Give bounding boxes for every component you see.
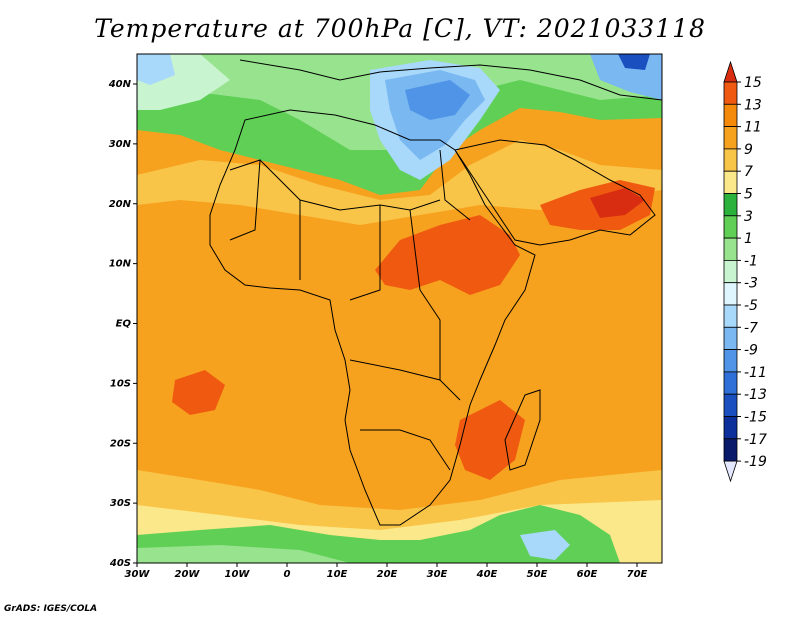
colorbar-swatch: [723, 215, 738, 239]
colorbar-label: -11: [744, 365, 767, 381]
europe-coast: [239, 59, 662, 101]
colorbar-label: -3: [744, 276, 758, 292]
colorbar-label: 15: [744, 75, 762, 91]
lat-tick-label: 10S: [110, 378, 131, 389]
lon-tick-label: 30W: [125, 569, 151, 580]
field-south-blue: [520, 530, 570, 560]
colorbar-label: 9: [744, 142, 753, 158]
arabia-outline: [454, 139, 656, 246]
colorbar-label: -1: [744, 253, 758, 269]
colorbar-label: 1: [744, 231, 753, 247]
lon-tick-label: 50E: [527, 569, 548, 580]
colorbar-label: -9: [744, 343, 758, 359]
colorbar-swatch: [723, 237, 738, 261]
field-nw-blue: [137, 54, 175, 85]
lat-tick-label: 20S: [110, 438, 131, 449]
temperature-field: [137, 54, 662, 563]
colorbar-label: -19: [744, 454, 767, 470]
colorbar-label: -7: [744, 320, 758, 336]
colorbar-swatch: [723, 259, 738, 284]
field-cold-core: [405, 80, 470, 120]
colorbar-swatch: [723, 371, 738, 395]
colorbar-swatch: [723, 170, 738, 194]
colorbar-label: -15: [744, 410, 767, 426]
field-sahara-yellow: [137, 140, 662, 225]
longitude-ticks: 30W 20W 10W 0 10E 20E 30E 40E 50E 60E 70E: [125, 563, 648, 580]
field-atlantic-hot: [172, 370, 225, 415]
lat-tick-label: 10N: [109, 259, 132, 270]
field-ne-core: [618, 54, 650, 70]
colorbar-swatch: [723, 304, 738, 328]
colorbar-swatch: [723, 81, 738, 105]
lon-tick-label: 60E: [577, 569, 598, 580]
colorbar-label: 13: [744, 97, 762, 113]
madagascar-outline: [504, 389, 541, 471]
lon-tick-label: 0: [284, 569, 291, 580]
field-arabia-hotcore: [590, 188, 645, 218]
border-line-4: [409, 209, 441, 380]
colorbar-label: 3: [744, 209, 753, 225]
border-line-3: [349, 205, 381, 301]
colorbar-top-arrow: [723, 60, 738, 83]
border-line-8: [229, 159, 261, 241]
lon-tick-label: 10E: [327, 569, 348, 580]
lon-tick-label: 30E: [427, 569, 448, 580]
border-line-5: [349, 359, 461, 401]
lat-tick-label: 20N: [109, 199, 132, 210]
lon-tick-label: 40E: [476, 569, 498, 580]
colorbar-swatch: [723, 349, 738, 373]
lat-tick-label: 40S: [109, 558, 131, 569]
lon-tick-label: 10W: [225, 569, 251, 580]
colorbar-swatch: [723, 326, 738, 350]
field-south-lightgreen: [137, 545, 350, 563]
lat-tick-label: 30S: [110, 498, 131, 509]
colorbar: 15 13 11 9 7 5 3 1 -1 -3 -5 -7 -9 -11 -13 -15 -17 -19: [723, 60, 767, 483]
field-mozambique-hot: [455, 400, 525, 480]
coastlines: [209, 59, 662, 526]
lat-tick-label: 40N: [108, 79, 132, 90]
lon-tick-label: 20E: [377, 569, 398, 580]
colorbar-swatch: [723, 126, 738, 150]
lon-tick-label: 70E: [627, 569, 648, 580]
colorbar-bottom-arrow: [723, 460, 738, 483]
lat-tick-label: 30N: [109, 139, 132, 150]
border-line-7: [439, 149, 471, 221]
colorbar-label: 5: [744, 187, 753, 203]
colorbar-label: -17: [744, 432, 767, 448]
colorbar-swatch: [723, 416, 738, 440]
colorbar-label: -5: [744, 298, 758, 314]
colorbar-swatch: [723, 193, 738, 217]
colorbar-swatch: [723, 282, 738, 306]
colorbar-label: 7: [744, 164, 753, 180]
lon-tick-label: 20W: [175, 569, 201, 580]
map-frame: [136, 53, 663, 564]
colorbar-swatch: [723, 438, 738, 462]
colorbar-label: 11: [744, 120, 762, 136]
colorbar-label: -13: [744, 387, 767, 403]
latitude-ticks: 40N 30N 20N 10N EQ 10S 20S 30S 40S: [108, 79, 137, 569]
chart-title: Temperature at 700hPa [C], VT: 202103311…: [94, 14, 706, 43]
field-east-africa-hot: [375, 215, 520, 295]
border-line-6: [360, 429, 451, 471]
colorbar-swatch: [723, 393, 738, 417]
lat-tick-label: EQ: [116, 319, 132, 330]
grads-credit: GrADS: IGES/COLA: [4, 604, 98, 614]
colorbar-swatch: [723, 103, 738, 128]
colorbar-swatch: [723, 148, 738, 172]
border-line-1: [259, 159, 441, 211]
